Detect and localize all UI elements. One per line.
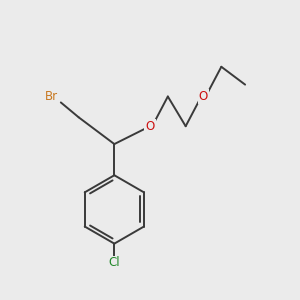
Text: Cl: Cl (109, 256, 120, 269)
Text: O: O (199, 90, 208, 103)
Text: O: O (146, 120, 154, 133)
Text: Br: Br (45, 90, 58, 103)
